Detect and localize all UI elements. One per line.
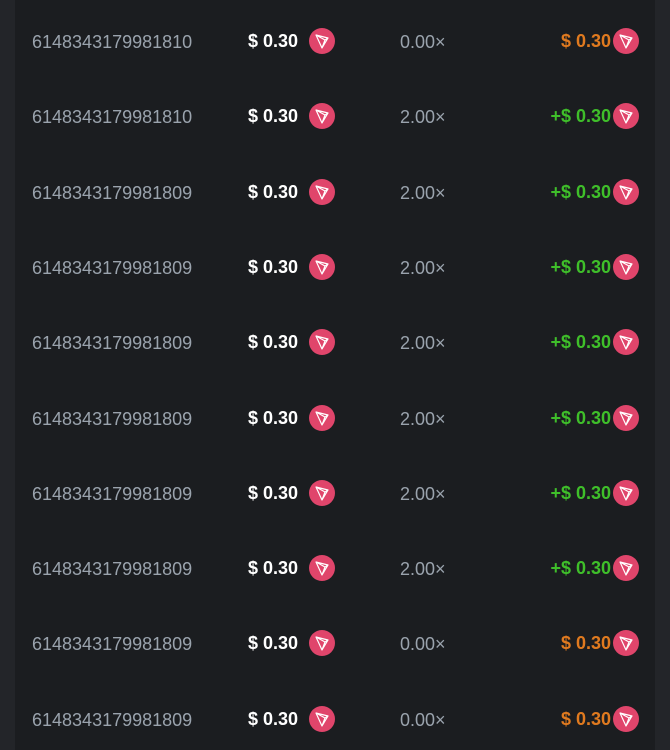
bet-id: 6148343179981810 — [32, 32, 193, 52]
bet-row[interactable]: 6148343179981809 $ 0.30 2.00× +$ 0.30 — [15, 399, 655, 439]
tron-icon — [613, 479, 639, 506]
bet-amount: $ 0.30 — [248, 708, 299, 729]
bet-id: 6148343179981809 — [32, 257, 193, 278]
bet-amount: $ 0.30 — [248, 407, 299, 428]
payout: +$ 0.30 — [550, 558, 611, 579]
tron-icon — [613, 404, 639, 431]
tron-icon — [309, 479, 335, 506]
bet-id: 6148343179981809 — [32, 634, 193, 655]
bet-amount: $ 0.30 — [248, 633, 299, 654]
bet-id: 6148343179981809 — [32, 483, 193, 504]
bet-amount: $ 0.30 — [248, 181, 299, 202]
bet-row[interactable]: 6148343179981809 $ 0.30 0.00× $ 0.30 — [15, 624, 655, 664]
tron-icon — [309, 178, 335, 205]
payout: $ 0.30 — [560, 708, 611, 729]
payout: +$ 0.30 — [550, 407, 611, 428]
multiplier: 2.00× — [400, 333, 446, 354]
multiplier: 2.00× — [400, 408, 446, 429]
bet-row[interactable]: 6148343179981810 $ 0.30 2.00× +$ 0.30 — [15, 97, 655, 137]
payout: +$ 0.30 — [550, 106, 611, 127]
payout: +$ 0.30 — [550, 482, 611, 503]
multiplier: 2.00× — [400, 107, 446, 128]
bet-history-list: 6148343179981810 $ 0.30 0.00× $ 0.30 614… — [15, 0, 655, 750]
tron-icon — [309, 404, 335, 431]
payout: $ 0.30 — [560, 633, 611, 654]
tron-icon — [309, 329, 335, 356]
bet-row[interactable]: 6148343179981809 $ 0.30 2.00× +$ 0.30 — [15, 323, 655, 363]
bet-id: 6148343179981810 — [32, 107, 193, 128]
tron-icon — [613, 705, 639, 732]
bet-row[interactable]: 6148343179981810 $ 0.30 0.00× $ 0.30 — [15, 22, 655, 62]
bet-amount: $ 0.30 — [248, 482, 299, 503]
payout: +$ 0.30 — [550, 181, 611, 202]
bet-row[interactable]: 6148343179981809 $ 0.30 0.00× $ 0.30 — [15, 700, 655, 740]
multiplier: 0.00× — [400, 32, 446, 52]
multiplier: 2.00× — [400, 483, 446, 504]
multiplier: 2.00× — [400, 257, 446, 278]
bet-amount: $ 0.30 — [248, 31, 299, 51]
bet-row[interactable]: 6148343179981809 $ 0.30 2.00× +$ 0.30 — [15, 248, 655, 288]
tron-icon — [613, 178, 639, 205]
bet-row[interactable]: 6148343179981809 $ 0.30 2.00× +$ 0.30 — [15, 549, 655, 589]
payout: $ 0.30 — [560, 31, 611, 51]
bet-amount: $ 0.30 — [248, 558, 299, 579]
bet-id: 6148343179981809 — [32, 333, 193, 354]
tron-icon — [613, 253, 639, 280]
tron-icon — [309, 28, 335, 54]
bet-amount: $ 0.30 — [248, 256, 299, 277]
tron-icon — [613, 103, 639, 130]
bet-amount: $ 0.30 — [248, 106, 299, 127]
bet-amount: $ 0.30 — [248, 332, 299, 353]
payout: +$ 0.30 — [550, 332, 611, 353]
tron-icon — [309, 253, 335, 280]
tron-icon — [613, 555, 639, 582]
multiplier: 0.00× — [400, 634, 446, 655]
payout: +$ 0.30 — [550, 256, 611, 277]
tron-icon — [309, 555, 335, 582]
bet-id: 6148343179981809 — [32, 408, 193, 429]
bet-id: 6148343179981809 — [32, 559, 193, 580]
tron-icon — [613, 630, 639, 657]
bet-row[interactable]: 6148343179981809 $ 0.30 2.00× +$ 0.30 — [15, 474, 655, 514]
bet-id: 6148343179981809 — [32, 182, 193, 203]
tron-icon — [309, 630, 335, 657]
bet-row[interactable]: 6148343179981809 $ 0.30 2.00× +$ 0.30 — [15, 173, 655, 213]
tron-icon — [309, 705, 335, 732]
tron-icon — [613, 28, 639, 54]
multiplier: 0.00× — [400, 709, 446, 730]
multiplier: 2.00× — [400, 182, 446, 203]
tron-icon — [309, 103, 335, 130]
bet-id: 6148343179981809 — [32, 709, 193, 730]
multiplier: 2.00× — [400, 559, 446, 580]
tron-icon — [613, 329, 639, 356]
